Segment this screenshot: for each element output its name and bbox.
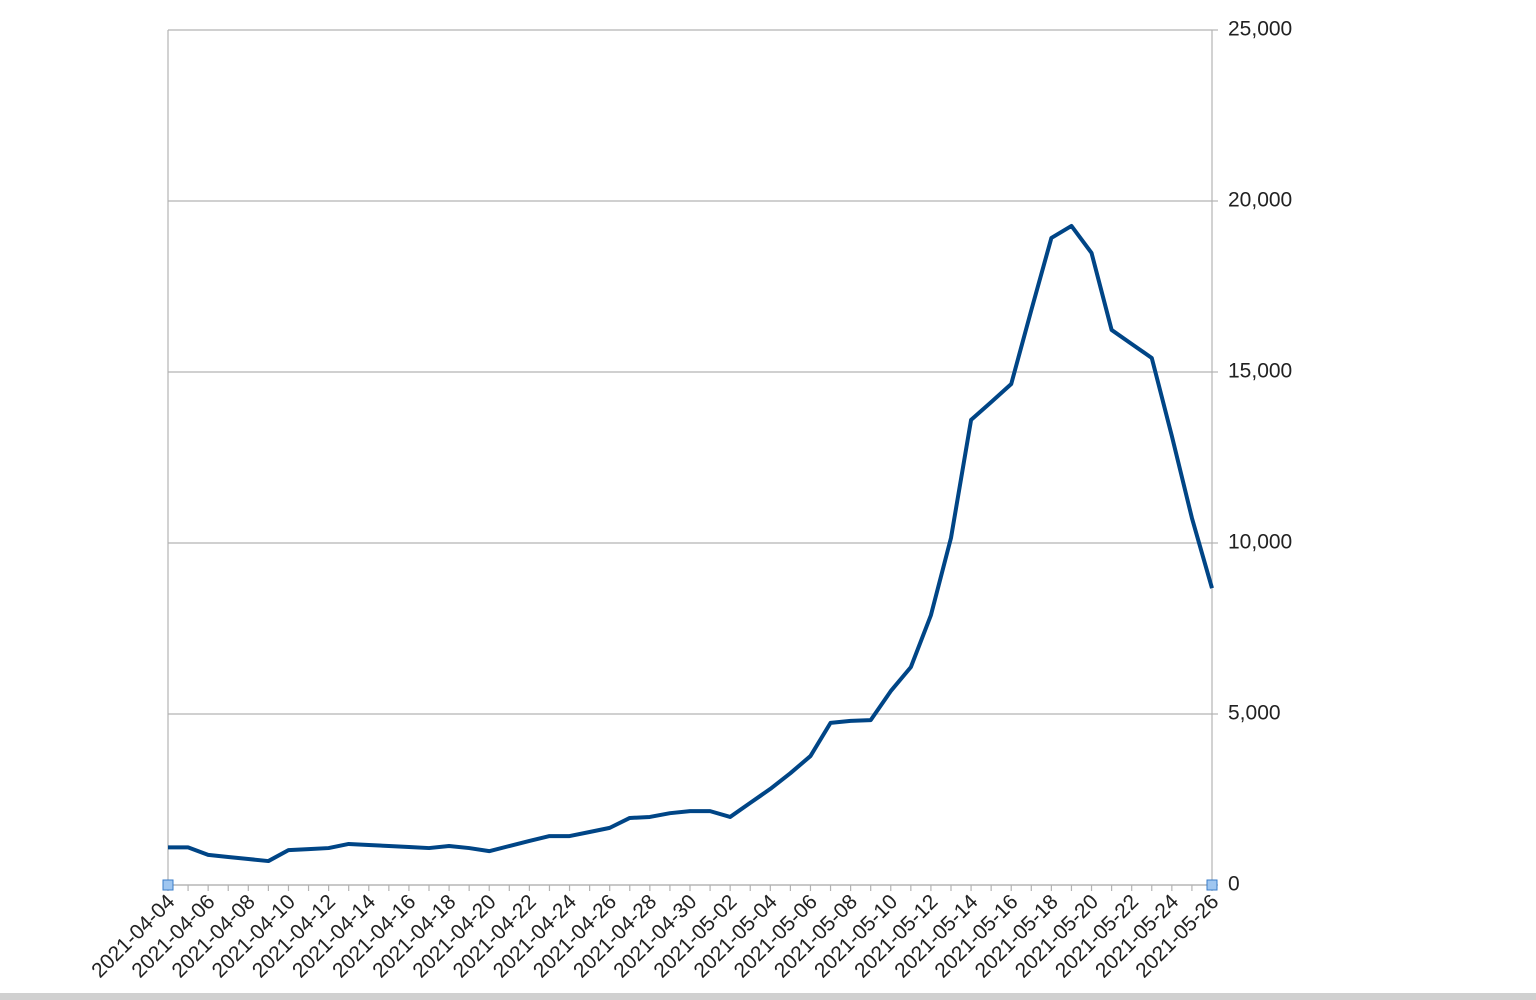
y-tick-label: 15,000 [1228,360,1292,383]
selection-handle [1206,879,1218,891]
y-tick-label: 25,000 [1228,18,1292,41]
y-tick-label: 5,000 [1228,702,1281,725]
y-tick-label: 0 [1228,873,1240,896]
line-series [168,223,1214,864]
window-edge [0,993,1536,1000]
selection-handle [162,879,174,891]
y-tick-label: 20,000 [1228,189,1292,212]
y-tick-label: 10,000 [1228,531,1292,554]
